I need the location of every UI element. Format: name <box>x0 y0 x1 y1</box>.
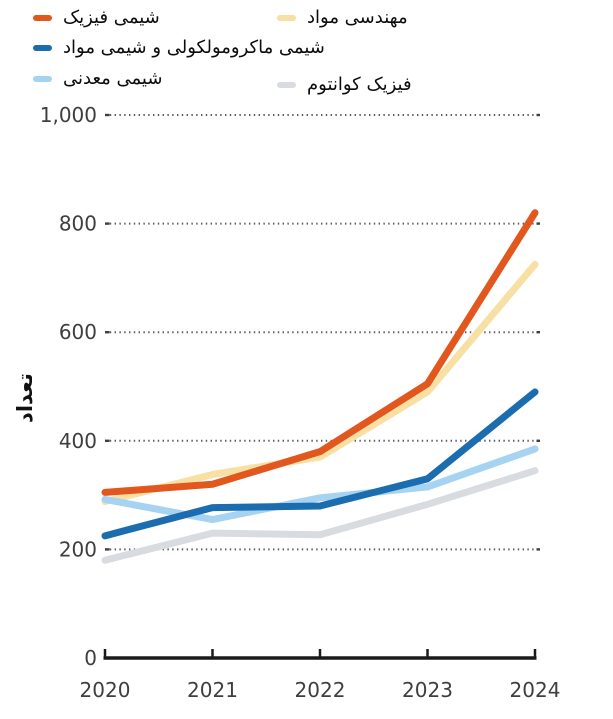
gridline-start-cap-1000 <box>105 113 110 117</box>
x-tick-label-2020: 2020 <box>80 678 131 702</box>
legend-label-macromolecular-chemistry: شیمی ماکرومولکولی و شیمی مواد <box>63 37 325 58</box>
line-macromolecular-and-materials-chemistry <box>101 388 539 540</box>
legend-swatch-inorganic-chemistry <box>33 76 52 82</box>
y-tick-label-600: 600 <box>59 320 97 344</box>
y-tick-label-0: 0 <box>84 646 97 670</box>
gridline-start-cap-600 <box>105 331 110 334</box>
y-tick-label-200: 200 <box>59 537 97 561</box>
legend-swatch-macromolecular-chemistry <box>33 45 52 51</box>
x-tick-label-2023: 2023 <box>402 678 453 702</box>
line-inorganic-chemistry <box>101 445 539 524</box>
legend-item-materials-engineering: مهندسی مواد <box>277 5 408 31</box>
x-tick-label-2021: 2021 <box>187 678 238 702</box>
y-tick-label-400: 400 <box>59 429 97 453</box>
legend-row-3: شیمی معدنی فیزیک کوانتوم <box>0 66 613 95</box>
y-axis-title: تعداد <box>13 373 37 423</box>
legend-item-quantum-physics: فیزیک کوانتوم <box>277 72 412 98</box>
legend: شیمی فیزیک مهندسی مواد شیمی ماکرومولکولی… <box>0 0 613 100</box>
legend-label-physical-chemistry: شیمی فیزیک <box>63 7 160 28</box>
line-materials-engineering <box>101 260 539 506</box>
legend-label-quantum-physics: فیزیک کوانتوم <box>307 74 412 95</box>
gridline-start-cap-800 <box>105 222 110 225</box>
y-tick-label-1000: 1,000 <box>40 103 97 127</box>
line-quantum-physics <box>101 467 539 564</box>
legend-swatch-quantum-physics <box>277 82 296 88</box>
legend-swatch-physical-chemistry <box>33 15 52 21</box>
x-tick-label-2024: 2024 <box>510 678 561 702</box>
gridline-start-cap-400 <box>105 439 110 442</box>
gridline-end-cap-400 <box>536 439 540 442</box>
gridline-start-cap-200 <box>105 548 110 551</box>
legend-item-inorganic-chemistry: شیمی معدنی <box>33 66 162 92</box>
gridline-end-cap-800 <box>536 222 540 225</box>
legend-swatch-materials-engineering <box>277 15 296 21</box>
legend-label-inorganic-chemistry: شیمی معدنی <box>63 68 163 89</box>
x-tick-label-2022: 2022 <box>295 678 346 702</box>
legend-row-1: شیمی فیزیک مهندسی مواد <box>0 5 613 31</box>
gridline-end-cap-200 <box>536 548 540 551</box>
legend-item-physical-chemistry: شیمی فیزیک <box>33 5 160 31</box>
y-tick-label-800: 800 <box>59 212 97 236</box>
legend-row-2: شیمی ماکرومولکولی و شیمی مواد <box>0 35 613 61</box>
legend-item-macromolecular-chemistry: شیمی ماکرومولکولی و شیمی مواد <box>33 35 325 61</box>
line-physical-chemistry <box>101 209 539 496</box>
legend-label-materials-engineering: مهندسی مواد <box>307 7 408 28</box>
gridline-end-cap-600 <box>536 331 540 334</box>
gridline-end-cap-1000 <box>536 113 540 117</box>
